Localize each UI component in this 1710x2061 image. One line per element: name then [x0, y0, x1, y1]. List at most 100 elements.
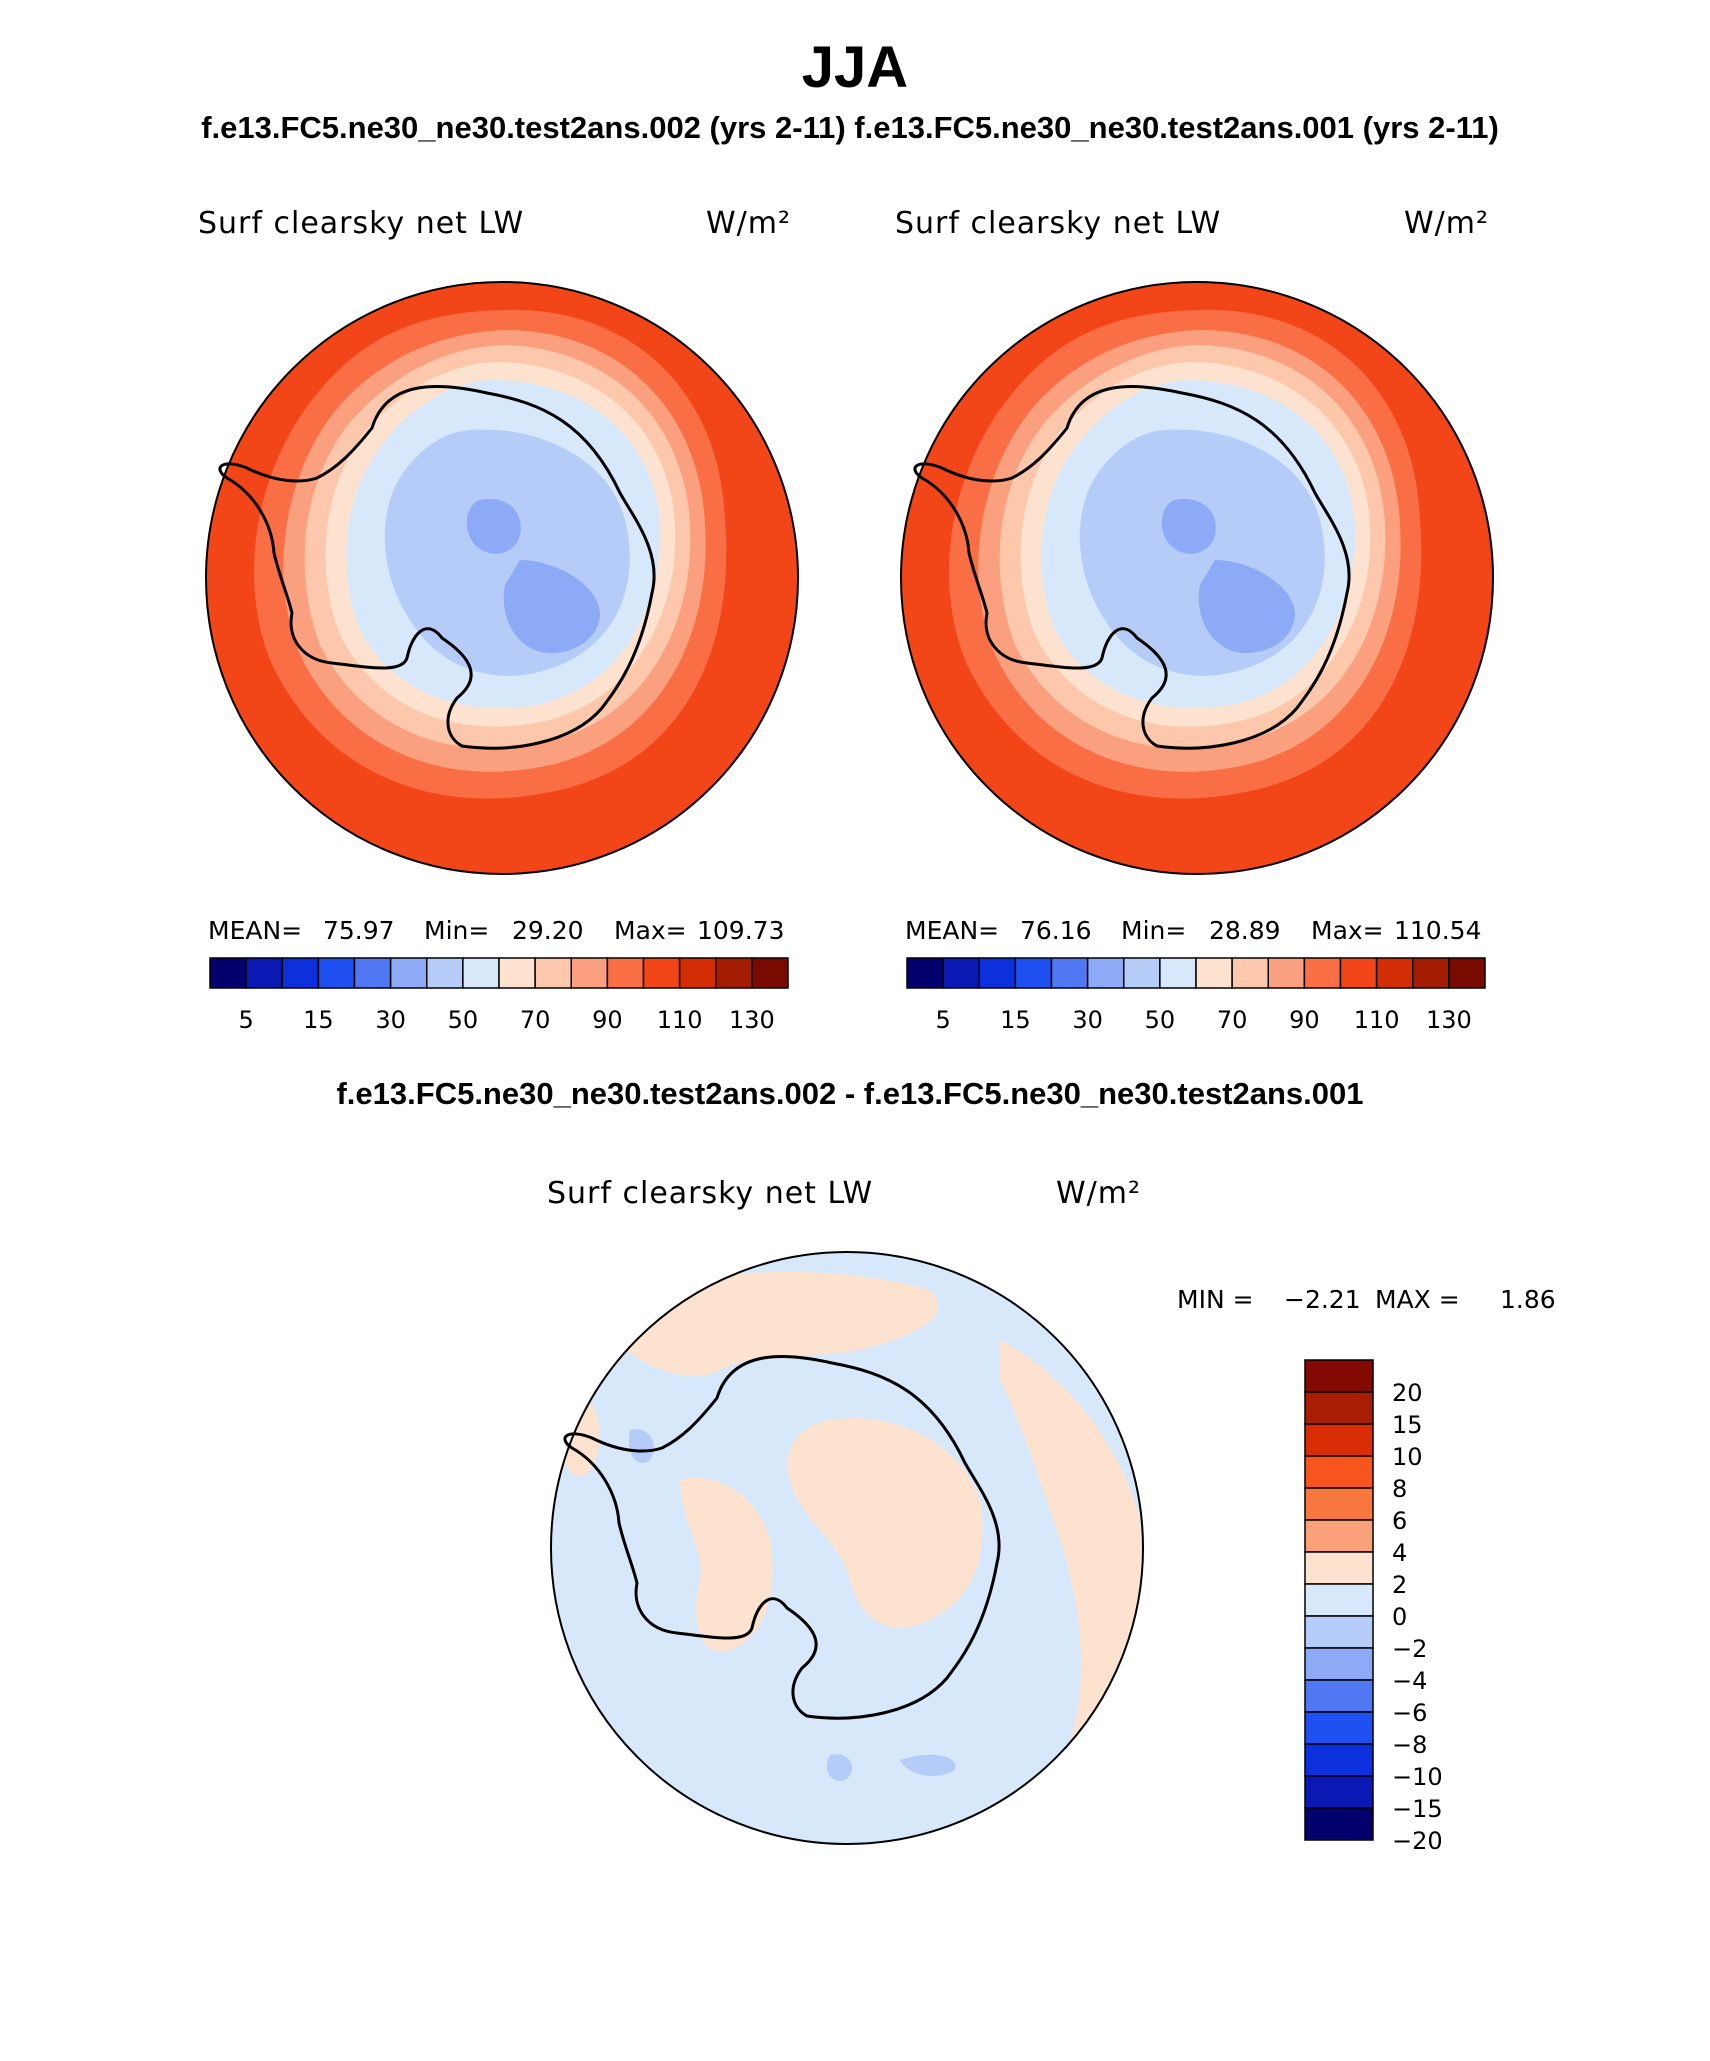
panel1-colorbar-swatch: [353, 957, 392, 989]
panel3-colorbar-tick-label: 20: [1392, 1379, 1423, 1407]
panel3-colorbar-tick-label: −20: [1392, 1827, 1443, 1855]
panel2-colorbar-swatch: [1159, 957, 1197, 989]
panel1-colorbar-tick-label: 70: [520, 1006, 551, 1034]
panel1-colorbar-swatch: [534, 957, 572, 989]
panel2-colorbar-swatch: [1086, 957, 1125, 989]
panel2-colorbar-swatch: [942, 957, 980, 989]
difference-title: f.e13.FC5.ne30_ne30.test2ans.002 - f.e13…: [336, 1076, 1364, 1111]
panel2-colorbar-swatch: [1339, 957, 1378, 989]
panel3-colorbar-tick-label: 6: [1392, 1507, 1407, 1535]
panel1-colorbar-tick-label: 130: [729, 1006, 775, 1034]
panel3-min-label: MIN =: [1177, 1285, 1254, 1314]
panel2-colorbar-tick-label: 30: [1072, 1006, 1103, 1034]
panel3-colorbar-tick-label: 4: [1392, 1539, 1407, 1567]
panel3-colorbar-tick-label: −8: [1392, 1731, 1427, 1759]
panel1-map: [205, 281, 799, 875]
panel3-colorbar-tick-label: −15: [1392, 1795, 1443, 1823]
panel2-max-value: 110.54: [1394, 916, 1482, 945]
panel2-colorbar-tick-label: 130: [1426, 1006, 1472, 1034]
panel3-colorbar-swatch: [1304, 1359, 1374, 1393]
panel3-colorbar-tick-label: 15: [1392, 1411, 1423, 1439]
panel2-colorbar-swatch: [1375, 957, 1414, 989]
panel2-colorbar-tick-label: 15: [1000, 1006, 1031, 1034]
panel1-colorbar-swatch: [462, 957, 500, 989]
panel3-colorbar-swatch: [1304, 1679, 1374, 1713]
panel1-colorbar-swatch: [281, 957, 320, 989]
panel2-colorbar-swatch: [978, 957, 1017, 989]
panel1-min-value: 29.20: [512, 916, 584, 945]
panel1-max-label: Max=: [614, 916, 687, 945]
panel3-colorbar-swatch: [1304, 1775, 1374, 1809]
panel1-min-label: Min=: [424, 916, 490, 945]
panel1-colorbar-tick-label: 90: [592, 1006, 623, 1034]
panel1-colorbar-swatch: [570, 957, 609, 989]
panel1-colorbar-tick-label: 50: [448, 1006, 479, 1034]
panel1-mean-label: MEAN=: [208, 916, 303, 945]
panel2-colorbar-tick-label: 5: [935, 1006, 950, 1034]
panel3-colorbar-tick-label: −6: [1392, 1699, 1427, 1727]
panel2-colorbar-tick-label: 110: [1354, 1006, 1400, 1034]
panel1-colorbar-tick-label: 15: [303, 1006, 334, 1034]
panel2-colorbar-swatch: [1412, 957, 1450, 989]
season-title: JJA: [801, 35, 909, 100]
panel3-colorbar-tick-label: 10: [1392, 1443, 1423, 1471]
panel3-colorbar-tick-label: 0: [1392, 1603, 1407, 1631]
panel3-colorbar-swatch: [1304, 1743, 1374, 1777]
panel2-colorbar-swatch: [1050, 957, 1089, 989]
panel3-max-value: 1.86: [1500, 1285, 1556, 1314]
panel3-map: [550, 1251, 1144, 1845]
panel1-colorbar-swatch: [426, 957, 464, 989]
panel3-colorbar-swatch: [1304, 1391, 1374, 1425]
panel3-units-label: W/m²: [1056, 1176, 1142, 1211]
panel2-colorbar-tick-label: 50: [1145, 1006, 1176, 1034]
panel2-colorbar-swatch: [1448, 957, 1486, 989]
panel3-colorbar-swatch: [1304, 1519, 1374, 1553]
panel2-colorbar-swatch: [1014, 957, 1053, 989]
panel1-colorbar-swatch: [498, 957, 536, 989]
panel3-max-label: MAX =: [1375, 1285, 1460, 1314]
panel1-colorbar-tick-label: 5: [238, 1006, 253, 1034]
panel2-colorbar-swatch: [1195, 957, 1233, 989]
panel3-colorbar-swatch: [1304, 1551, 1374, 1585]
panel3-colorbar-swatch: [1304, 1455, 1374, 1489]
panel1-colorbar-swatch: [678, 957, 717, 989]
panel2-min-label: Min=: [1121, 916, 1187, 945]
panel3-colorbar-swatch: [1304, 1583, 1374, 1617]
panel2-colorbar-tick-label: 70: [1217, 1006, 1248, 1034]
panel1-colorbar-swatch: [751, 957, 789, 989]
panel3-colorbar-swatch: [1304, 1423, 1374, 1457]
panel1-colorbar-swatch: [245, 957, 283, 989]
panel1-colorbar-tick-label: 110: [657, 1006, 703, 1034]
panel2-max-label: Max=: [1311, 916, 1384, 945]
panel3-colorbar-swatch: [1304, 1647, 1374, 1681]
panel3-colorbar-swatch: [1304, 1487, 1374, 1521]
panel2-mean-value: 76.16: [1020, 916, 1092, 945]
panel2-mean-label: MEAN=: [905, 916, 1000, 945]
panel1-mean-value: 75.97: [323, 916, 395, 945]
panel1-colorbar-swatch: [389, 957, 428, 989]
panel3-colorbar-tick-label: −10: [1392, 1763, 1443, 1791]
panel2-units-label: W/m²: [1404, 206, 1490, 241]
panel2-map: [900, 281, 1494, 875]
panel1-colorbar-swatch: [715, 957, 753, 989]
panel2-colorbar-swatch: [906, 957, 944, 989]
panel3-variable-label: Surf clearsky net LW: [547, 1176, 874, 1211]
panel1-colorbar-swatch: [606, 957, 645, 989]
panel2-colorbar-swatch: [1231, 957, 1269, 989]
panel2-colorbar-swatch: [1123, 957, 1161, 989]
panel1-colorbar-swatch: [209, 957, 247, 989]
panel1-max-value: 109.73: [697, 916, 785, 945]
panel3-colorbar-tick-label: −4: [1392, 1667, 1427, 1695]
panel2-colorbar-swatch: [1303, 957, 1342, 989]
panel3-colorbar-tick-label: 8: [1392, 1475, 1407, 1503]
panel3-colorbar-swatch: [1304, 1807, 1374, 1841]
panel2-colorbar: 5 15 30 50 70 90 110 130: [906, 957, 1486, 1034]
panel1-colorbar-swatch: [317, 957, 356, 989]
panel3-colorbar-tick-label: 2: [1392, 1571, 1407, 1599]
panel1-colorbar-swatch: [642, 957, 681, 989]
cases-title: f.e13.FC5.ne30_ne30.test2ans.002 (yrs 2-…: [201, 110, 1499, 145]
panel1-colorbar: 5 15 30 50 70 90 110 130: [209, 957, 789, 1034]
panel1-units-label: W/m²: [706, 206, 792, 241]
